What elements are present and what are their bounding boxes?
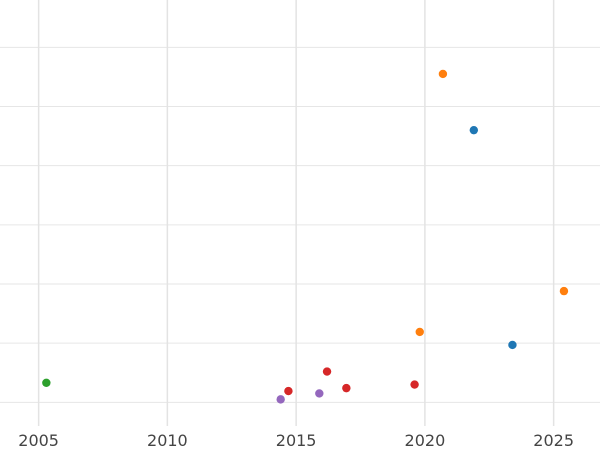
data-point (322, 367, 332, 376)
data-point (342, 383, 351, 393)
data-point (559, 286, 569, 296)
data-point (315, 389, 324, 398)
data-point (508, 340, 517, 350)
data-point (469, 125, 479, 135)
x-tick-label: 2010 (147, 431, 188, 450)
data-points (42, 69, 569, 404)
x-tick-label: 2025 (533, 431, 574, 450)
data-point (415, 327, 424, 337)
x-tick-label: 2015 (276, 431, 317, 450)
data-point (284, 386, 293, 396)
x-tick-label: 2005 (18, 431, 59, 450)
data-point (410, 380, 419, 389)
data-point (276, 395, 285, 404)
data-point (438, 69, 448, 79)
x-axis-tick-labels: 2005 2010 2015 2020 2025 (18, 431, 574, 450)
grid (0, 0, 600, 426)
x-tick-label: 2020 (405, 431, 446, 450)
data-point (42, 378, 51, 388)
